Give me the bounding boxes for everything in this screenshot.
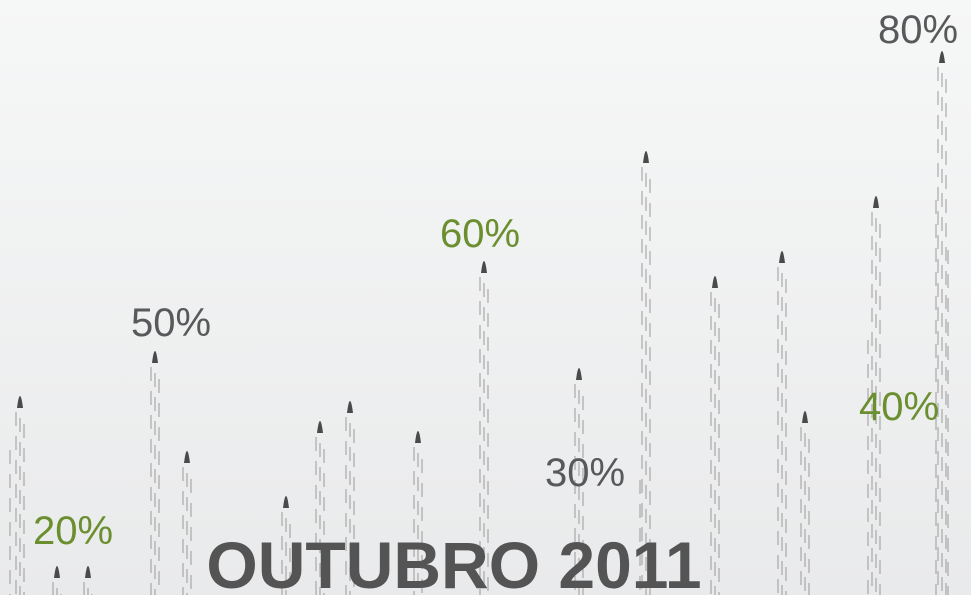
spike <box>643 151 649 163</box>
spike <box>802 411 808 423</box>
spike <box>317 421 323 433</box>
label: 20% <box>33 509 113 553</box>
decoration <box>9 51 949 595</box>
spike <box>712 276 718 288</box>
title: OUTUBRO 2011 <box>206 528 701 595</box>
label: 80% <box>878 8 958 52</box>
spike <box>54 566 60 578</box>
label: 50% <box>131 301 211 345</box>
label: 40% <box>859 385 939 429</box>
spike <box>873 196 879 208</box>
spike <box>939 51 945 63</box>
spike <box>779 251 785 263</box>
spike <box>184 451 190 463</box>
label: 60% <box>440 212 520 256</box>
spike <box>152 351 158 363</box>
spike <box>85 566 91 578</box>
spike <box>347 401 353 413</box>
label: 30% <box>545 451 625 495</box>
spike <box>17 396 23 408</box>
spike <box>481 261 487 273</box>
spike <box>283 496 289 508</box>
spike <box>415 431 421 443</box>
spike <box>576 368 582 380</box>
